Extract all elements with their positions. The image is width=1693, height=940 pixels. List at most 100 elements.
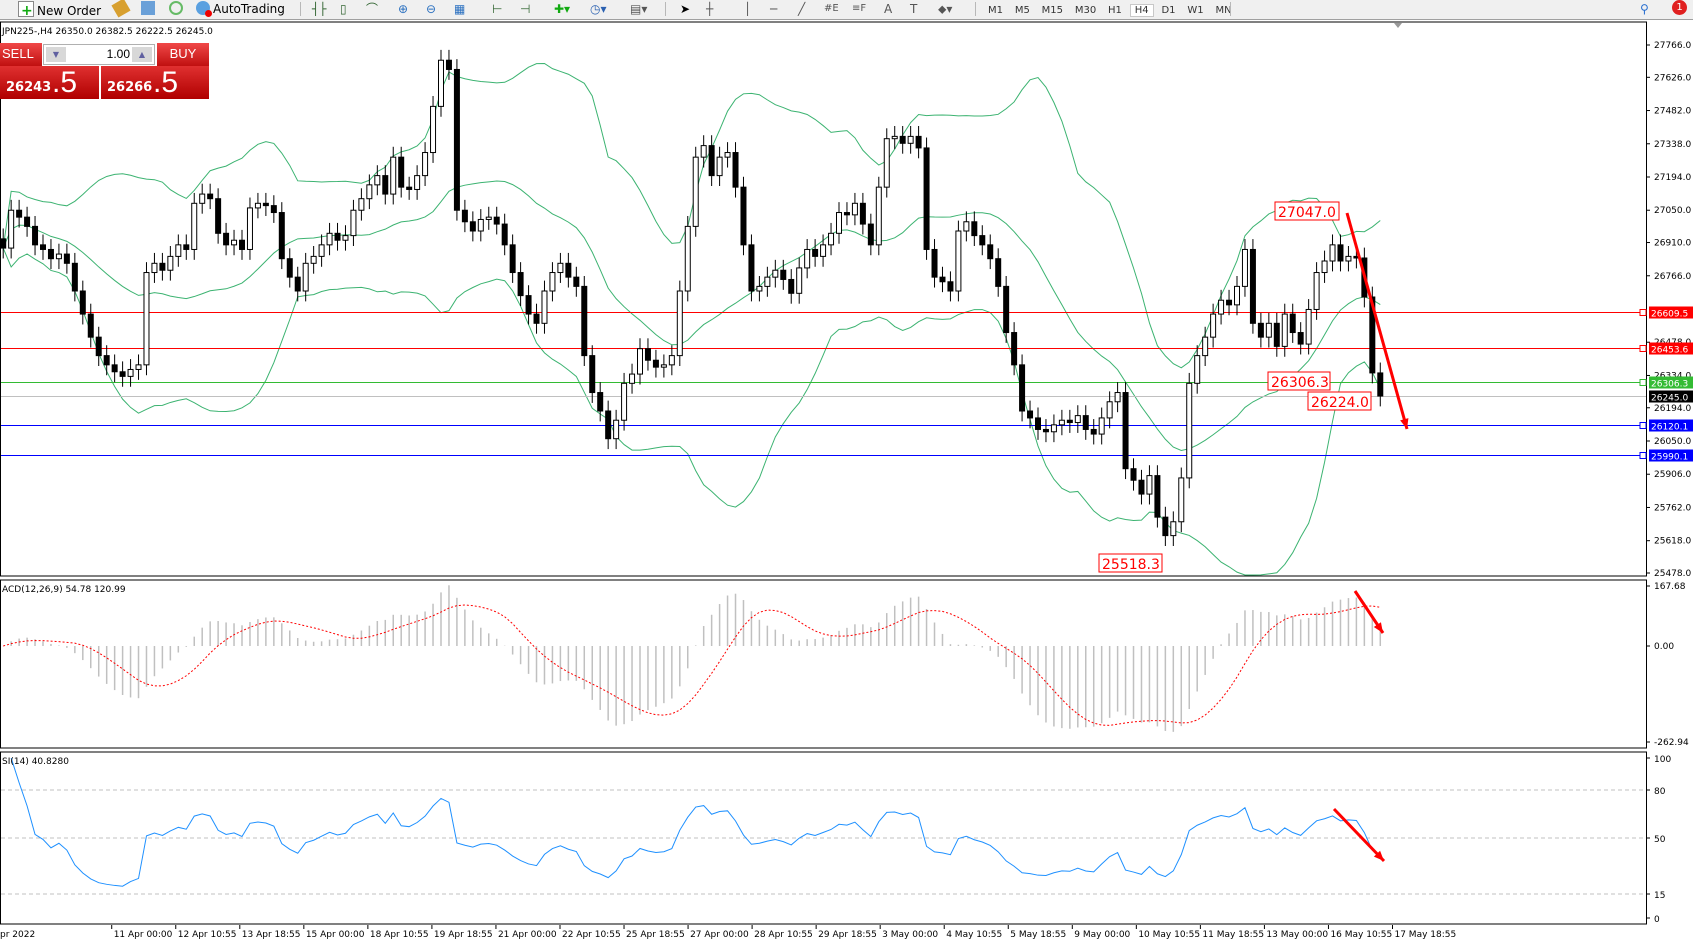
candle — [883, 138, 890, 188]
periods-icon[interactable]: ◷▾ — [590, 2, 607, 16]
timeframe-m15[interactable]: M15 — [1041, 5, 1064, 16]
candle — [867, 223, 874, 246]
price-label-box — [1649, 449, 1693, 462]
candle — [509, 244, 516, 274]
chart-shift-icon[interactable]: ⊢ — [492, 2, 503, 16]
line-chart-icon[interactable]: ⌒ — [366, 2, 379, 16]
price-label-box — [1649, 419, 1693, 432]
candle — [1305, 308, 1312, 345]
time-label: 22 Apr 10:55 — [562, 930, 621, 940]
lot-size-value[interactable]: 1.00 — [106, 47, 130, 61]
search-icon[interactable]: ⚲ — [1640, 2, 1649, 16]
rsi-tick-label: 80 — [1654, 787, 1666, 797]
rsi-label: SI(14) 40.8280 — [2, 757, 69, 767]
candle — [1003, 285, 1010, 334]
rsi-tick-label: 0 — [1654, 915, 1660, 925]
indicators-icon[interactable]: ✚▾ — [554, 2, 571, 16]
rsi-tick-label: 50 — [1654, 835, 1666, 845]
timeframe-w1[interactable]: W1 — [1187, 5, 1204, 16]
trend-arrow-rsi-head — [1373, 850, 1384, 861]
candle — [469, 221, 476, 232]
buy-button[interactable]: BUY — [157, 43, 209, 66]
candle — [1162, 516, 1169, 537]
lot-decrease-button[interactable]: ▼ — [46, 47, 66, 62]
timeframe-m30[interactable]: M30 — [1074, 5, 1097, 16]
arrows-icon[interactable]: ⬥▾ — [938, 2, 953, 16]
candle — [191, 202, 198, 250]
candle — [1210, 313, 1217, 338]
sell-price[interactable]: 26243 .5 — [0, 66, 99, 99]
notification-badge[interactable]: 1 — [1672, 0, 1687, 15]
sell-price-main: 26243 — [6, 80, 52, 95]
autoscroll-icon[interactable]: ⊣ — [520, 2, 531, 16]
price-annotation-box — [1307, 391, 1372, 411]
bar-chart-icon[interactable]: ┤├ — [312, 2, 327, 16]
candle — [151, 262, 158, 274]
price-tick-label: 25478.0 — [1654, 569, 1691, 579]
text-icon[interactable]: A — [884, 2, 893, 16]
timeframe-h4[interactable]: H4 — [1129, 4, 1154, 17]
candle — [326, 232, 333, 246]
time-label: 11 Apr 00:00 — [114, 930, 173, 940]
candle — [724, 152, 731, 158]
timeframe-m5[interactable]: M5 — [1014, 5, 1030, 16]
candle — [310, 255, 317, 264]
new-order-button[interactable]: + New Order — [18, 1, 101, 18]
candle — [1019, 364, 1026, 412]
candle — [1130, 468, 1137, 481]
price-tick-label: 25762.0 — [1654, 503, 1691, 513]
candle — [668, 355, 675, 366]
candle — [804, 248, 811, 269]
candle — [780, 269, 787, 280]
fibonacci-icon[interactable]: ≡F — [852, 3, 867, 14]
time-label: 28 Apr 10:55 — [754, 930, 813, 940]
tile-windows-icon[interactable]: ▦ — [454, 2, 466, 16]
candle — [517, 272, 524, 297]
candle — [350, 209, 357, 237]
timeframe-d1[interactable]: D1 — [1161, 5, 1176, 16]
timeframe-m1[interactable]: M1 — [988, 5, 1003, 16]
autotrading-button[interactable]: AutoTrading — [196, 1, 285, 17]
timeframe-h1[interactable]: H1 — [1108, 5, 1122, 16]
time-label: 10 May 10:55 — [1138, 930, 1200, 940]
history-center-icon[interactable] — [111, 0, 131, 18]
price-annotation: 26306.3 — [1271, 375, 1329, 391]
price-tick-label: 27626.0 — [1654, 73, 1691, 83]
signals-icon[interactable] — [169, 1, 186, 17]
vertical-line-icon[interactable]: │ — [744, 2, 752, 16]
price-label-26306.3: 26306.3 — [1651, 380, 1688, 390]
candle — [732, 152, 739, 188]
time-label: 21 Apr 00:00 — [498, 930, 557, 940]
templates-icon[interactable]: ▤▾ — [630, 2, 648, 16]
price-tick-label: 27194.0 — [1654, 173, 1691, 183]
candle — [907, 135, 914, 144]
price-label-box — [1649, 306, 1693, 319]
cursor-icon[interactable]: ➤ — [680, 2, 691, 16]
lot-increase-button[interactable]: ▲ — [132, 47, 152, 62]
one-click-trading-panel: SELL ▼ 1.00 ▲ BUY 26243 .5 26266 .5 — [0, 43, 210, 100]
zoom-out-icon[interactable]: ⊖ — [426, 2, 437, 16]
price-tick-label: 26910.0 — [1654, 239, 1691, 249]
trendline-icon[interactable]: ╱ — [798, 2, 806, 16]
candle — [398, 156, 405, 188]
buy-price[interactable]: 26266 .5 — [101, 66, 209, 99]
candle — [843, 212, 850, 216]
crosshair-icon[interactable]: ┼ — [706, 2, 714, 16]
rsi-tick-label: 15 — [1654, 891, 1665, 901]
candle — [748, 244, 755, 292]
price-tick-label: 26334.0 — [1654, 371, 1691, 381]
equidistant-channel-icon[interactable]: #E — [824, 3, 839, 14]
zoom-in-icon[interactable]: ⊕ — [398, 2, 409, 16]
timeframe-mn[interactable]: MN — [1215, 5, 1232, 16]
sell-button[interactable]: SELL — [0, 43, 42, 66]
horizontal-line-icon[interactable]: ─ — [770, 2, 778, 16]
candle — [541, 290, 548, 324]
text-label-icon[interactable]: T — [910, 2, 918, 16]
candlestick-chart-icon[interactable]: ▯ — [340, 2, 347, 16]
lot-size-input[interactable]: ▼ 1.00 ▲ — [43, 44, 155, 65]
metaeditor-icon[interactable] — [141, 1, 158, 17]
line-handle — [1639, 345, 1647, 352]
price-label-box — [1649, 390, 1693, 403]
candle — [374, 175, 381, 186]
